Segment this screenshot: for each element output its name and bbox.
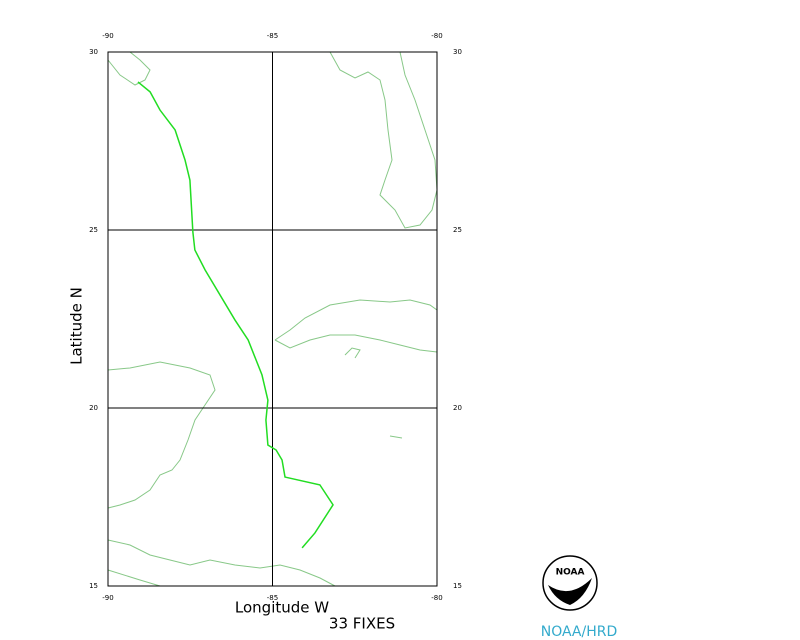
y-tick-label: 25 [89,226,98,234]
y-tick-label: 30 [453,48,462,56]
x-tick-label: -90 [102,594,113,602]
y-axis-label: Latitude N [68,287,86,365]
logo: NOAA [542,555,598,611]
y-tick-label: 15 [453,582,462,590]
x-tick-label: -80 [431,32,442,40]
logo-text: NOAA [556,568,585,578]
x-tick-label: -85 [267,32,278,40]
y-tick-label: 20 [89,404,98,412]
y-tick-label: 25 [453,226,462,234]
y-tick-label: 30 [89,48,98,56]
y-tick-label: 20 [453,404,462,412]
y-tick-label: 15 [89,582,98,590]
x-tick-label: -90 [102,32,113,40]
credit: NOAA/HRD [541,624,618,640]
fixes-count: 33 FIXES [329,615,395,633]
x-tick-label: -80 [431,594,442,602]
coastlines [107,51,438,587]
logo-wave [548,578,592,605]
x-tick-label: -85 [267,594,278,602]
storm-track [137,81,334,549]
x-axis-label: Longitude W [235,599,329,617]
